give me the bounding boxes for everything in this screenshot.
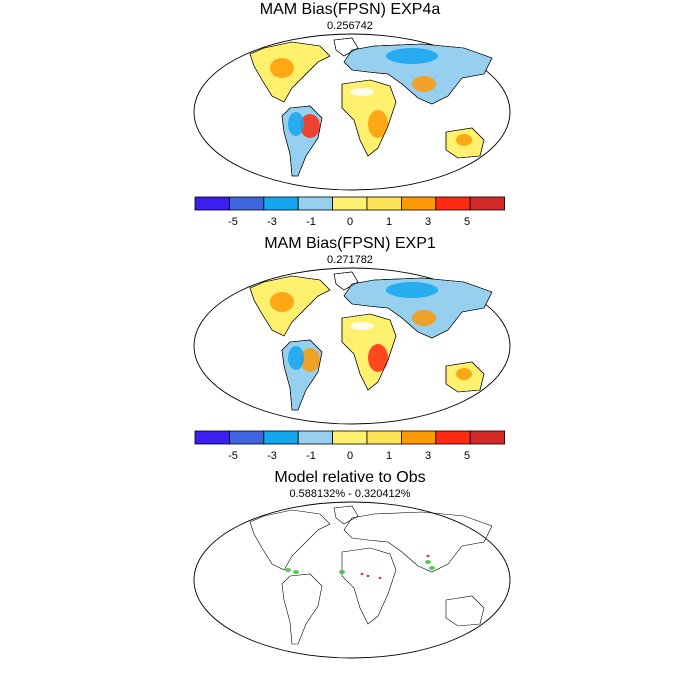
colorbar-box: [332, 430, 368, 445]
bias-patch: [412, 310, 436, 326]
panel3-title: Model relative to Obs: [274, 469, 426, 486]
colorbar-box: [366, 196, 402, 211]
colorbar-box: [400, 196, 437, 211]
colorbar-box: [469, 430, 506, 445]
panel2-title: MAM Bias(FPSN) EXP1: [264, 235, 436, 252]
colorbar-panel1: -5 -3 -1 0 1 3 5: [194, 196, 506, 232]
colorbar-label: -1: [306, 450, 316, 462]
colorbar-box: [194, 196, 230, 211]
panel2-subtitle: 0.271782: [327, 254, 373, 266]
continent-australia: [445, 127, 485, 159]
colorbar-label: 5: [463, 216, 471, 228]
continent-australia: [445, 361, 485, 393]
colorbar-box: [194, 430, 230, 445]
continent-africa: [341, 313, 397, 391]
diff-better-cell: [339, 570, 345, 574]
diff-better-cell: [425, 560, 431, 564]
continent-africa: [341, 79, 397, 157]
continent-africa: [341, 547, 397, 625]
diff-better-cell: [293, 570, 299, 574]
bias-patch: [350, 322, 374, 330]
map-panel1: [193, 33, 511, 191]
continent-europe-asia: [343, 277, 493, 339]
map-panel3: [193, 501, 511, 659]
colorbar-label: 1: [385, 450, 393, 462]
continent-europe-asia: [343, 43, 493, 105]
continent-north-america: [249, 41, 331, 103]
colorbar-box: [366, 430, 402, 445]
colorbar-box: [297, 430, 333, 445]
continent-europe-asia: [343, 511, 493, 573]
colorbar-box: [229, 430, 265, 445]
colorbar-box: [297, 196, 333, 211]
colorbar-box: [332, 196, 368, 211]
colorbar-box: [435, 430, 471, 445]
colorbar-label: 0: [346, 450, 354, 462]
colorbar-panel2: -5 -3 -1 0 1 3 5: [194, 430, 506, 466]
continent-north-america: [249, 275, 331, 337]
colorbar-label: 3: [424, 450, 432, 462]
colorbar-label: -5: [228, 216, 238, 228]
colorbar-label: -3: [267, 450, 277, 462]
continent-north-america: [249, 509, 331, 571]
bias-patch: [270, 292, 294, 312]
diff-worse-cell: [426, 554, 430, 558]
bias-patch: [300, 348, 320, 372]
colorbar-box: [435, 196, 471, 211]
diff-worse-cell: [366, 574, 370, 578]
bias-patch: [288, 112, 304, 136]
continent-australia: [445, 595, 485, 627]
colorbar-label: 3: [424, 216, 432, 228]
colorbar-label: 5: [463, 450, 471, 462]
bias-patch: [270, 58, 294, 78]
colorbar-box: [469, 196, 506, 211]
continent-south-america: [281, 105, 323, 177]
bias-patch: [412, 76, 436, 92]
diff-worse-cell: [378, 576, 382, 580]
panel1-title: MAM Bias(FPSN) EXP4a: [259, 1, 441, 18]
colorbar-box: [229, 196, 265, 211]
bias-patch: [368, 344, 388, 372]
colorbar-label: 1: [385, 216, 393, 228]
continent-south-america: [281, 339, 323, 411]
colorbar-box: [400, 430, 437, 445]
bias-patch: [300, 114, 320, 138]
colorbar-label: 0: [346, 216, 354, 228]
diff-better-cell: [429, 566, 435, 570]
diff-worse-cell: [360, 572, 364, 576]
bias-patch: [386, 48, 438, 64]
bias-patch: [350, 88, 374, 96]
bias-patch: [386, 282, 438, 298]
colorbar-label: -1: [306, 216, 316, 228]
colorbar-label: -3: [267, 216, 277, 228]
bias-patch: [456, 134, 472, 146]
diff-better-cell: [285, 568, 291, 572]
map-frame: [193, 501, 511, 659]
continent-south-america: [281, 573, 323, 645]
colorbar-boxes: [194, 430, 506, 445]
bias-patch: [456, 368, 472, 380]
panel3-subtitle: 0.588132% - 0.320412%: [289, 488, 411, 500]
bias-patch: [288, 346, 304, 370]
colorbar-boxes: [194, 196, 506, 211]
map-panel2: [193, 267, 511, 425]
colorbar-box: [263, 196, 299, 211]
colorbar-box: [263, 430, 299, 445]
bias-patch: [368, 110, 388, 138]
panel1-subtitle: 0.256742: [327, 20, 373, 32]
colorbar-label: -5: [228, 450, 238, 462]
